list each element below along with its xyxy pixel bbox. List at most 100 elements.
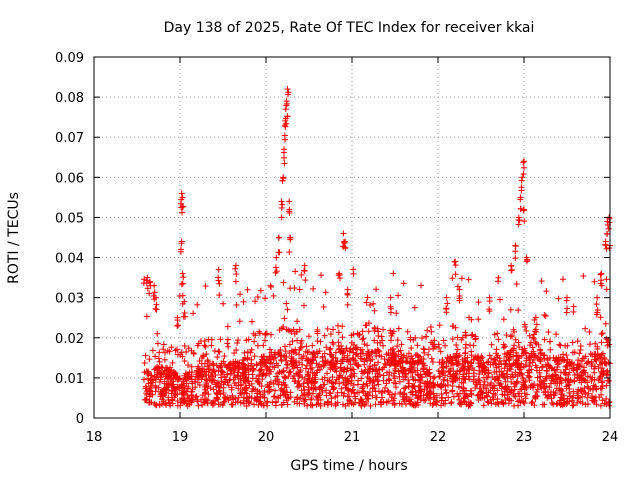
data-point [257, 367, 264, 374]
data-point [334, 399, 341, 406]
data-point [274, 376, 281, 383]
data-point [537, 347, 544, 354]
data-point [424, 383, 431, 390]
data-point [449, 388, 456, 395]
data-point [326, 378, 333, 385]
data-point [284, 306, 291, 313]
data-point [550, 401, 557, 408]
data-point [190, 397, 197, 404]
data-point [148, 399, 155, 406]
data-point [277, 352, 284, 359]
data-point [514, 352, 521, 359]
data-point [553, 375, 560, 382]
data-point [358, 368, 365, 375]
y-tick-label: 0.07 [55, 131, 84, 146]
data-point [388, 332, 395, 339]
data-point [244, 348, 251, 355]
data-point [592, 351, 599, 358]
data-point [281, 160, 288, 167]
data-point [296, 359, 303, 366]
x-tick-label: 21 [344, 430, 361, 445]
data-point [569, 339, 576, 346]
data-point [389, 346, 396, 353]
data-point [541, 352, 548, 359]
data-point [246, 382, 253, 389]
data-point [516, 343, 523, 350]
data-point [544, 368, 551, 375]
data-point [178, 240, 185, 247]
data-point [299, 374, 306, 381]
data-point [286, 341, 293, 348]
data-point [427, 379, 434, 386]
data-point [282, 117, 289, 124]
data-point [303, 343, 310, 350]
data-point [444, 354, 451, 361]
data-point [481, 378, 488, 385]
data-point [269, 399, 276, 406]
data-point [308, 364, 315, 371]
data-point [570, 388, 577, 395]
data-point [491, 331, 498, 338]
data-point [205, 383, 212, 390]
data-point [279, 177, 286, 184]
data-point [344, 365, 351, 372]
data-point [454, 346, 461, 353]
data-point [155, 355, 162, 362]
data-point [309, 390, 316, 397]
data-point [451, 258, 458, 265]
data-point [433, 398, 440, 405]
data-point [239, 386, 246, 393]
data-point [192, 394, 199, 401]
data-point [575, 357, 582, 364]
data-point [378, 353, 385, 360]
data-point [484, 398, 491, 405]
data-point [340, 379, 347, 386]
data-point [408, 353, 415, 360]
data-point [179, 384, 186, 391]
data-point [292, 346, 299, 353]
data-point [523, 391, 530, 398]
data-point [168, 382, 175, 389]
data-point [328, 379, 335, 386]
data-point [240, 298, 247, 305]
data-point [405, 376, 412, 383]
data-point [533, 367, 540, 374]
data-point [160, 341, 167, 348]
data-point [558, 391, 565, 398]
data-point [330, 340, 337, 347]
data-point [380, 372, 387, 379]
data-point [528, 400, 535, 407]
data-point [350, 382, 357, 389]
data-point [182, 388, 189, 395]
data-point [455, 358, 462, 365]
data-point [552, 389, 559, 396]
data-point [248, 346, 255, 353]
data-point [338, 367, 345, 374]
data-point [512, 243, 519, 250]
data-point [324, 325, 331, 332]
data-point [367, 402, 374, 409]
data-point [486, 352, 493, 359]
data-point [244, 286, 251, 293]
data-point [193, 393, 200, 400]
data-point [149, 391, 156, 398]
x-tick-label: 23 [516, 430, 533, 445]
data-point [168, 344, 175, 351]
data-point [331, 361, 338, 368]
data-point [152, 383, 159, 390]
data-point [564, 305, 571, 312]
data-point [220, 300, 227, 307]
data-point [580, 272, 587, 279]
data-point [285, 373, 292, 380]
data-point [341, 390, 348, 397]
data-point [394, 337, 401, 344]
data-point [391, 375, 398, 382]
data-point [599, 370, 606, 377]
data-point [420, 345, 427, 352]
data-point [290, 326, 297, 333]
data-point [463, 393, 470, 400]
data-point [308, 396, 315, 403]
data-point [478, 353, 485, 360]
data-point [462, 358, 469, 365]
data-point [160, 346, 167, 353]
